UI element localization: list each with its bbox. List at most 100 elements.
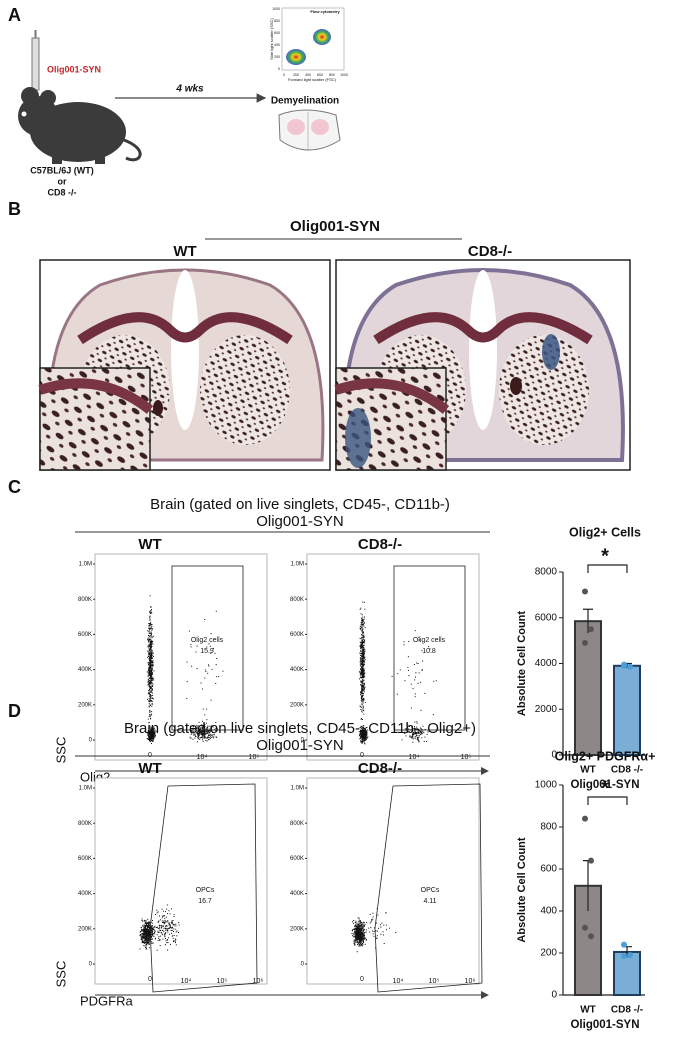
event-dot bbox=[177, 930, 178, 931]
event-dot bbox=[147, 630, 148, 631]
event-dot bbox=[360, 675, 361, 676]
event-dot bbox=[171, 933, 172, 934]
event-dot bbox=[363, 635, 364, 636]
event-dot bbox=[360, 655, 361, 656]
event-dot bbox=[149, 921, 150, 922]
event-dot bbox=[362, 644, 363, 645]
event-dot bbox=[356, 939, 357, 940]
event-dot bbox=[359, 934, 360, 935]
event-dot bbox=[150, 712, 151, 713]
event-dot bbox=[149, 698, 150, 699]
event-dot bbox=[166, 940, 167, 941]
event-dot bbox=[153, 670, 154, 671]
event-dot bbox=[359, 926, 360, 927]
inset-tick: 200 bbox=[274, 55, 280, 59]
event-dot bbox=[165, 930, 166, 931]
flow-x-tick: 10⁴ bbox=[393, 978, 404, 985]
event-dot bbox=[404, 641, 405, 642]
event-dot bbox=[363, 693, 364, 694]
event-dot bbox=[148, 690, 149, 691]
event-dot bbox=[145, 927, 146, 928]
event-dot bbox=[176, 944, 177, 945]
event-dot bbox=[411, 708, 412, 709]
event-dot bbox=[362, 712, 363, 713]
event-dot bbox=[166, 925, 167, 926]
event-dot bbox=[166, 921, 167, 922]
event-dot bbox=[352, 921, 353, 922]
event-dot bbox=[149, 700, 150, 701]
event-dot bbox=[362, 690, 363, 691]
flow-y-tick: 1.0M bbox=[79, 562, 92, 568]
event-dot bbox=[195, 652, 196, 653]
y-tick-label: 600 bbox=[540, 864, 557, 875]
event-dot bbox=[415, 630, 416, 631]
flow-y-tick: 600K bbox=[78, 856, 92, 862]
event-dot bbox=[170, 944, 171, 945]
event-dot bbox=[360, 664, 361, 665]
event-dot bbox=[397, 694, 398, 695]
event-dot bbox=[151, 626, 152, 627]
event-dot bbox=[145, 922, 146, 923]
event-dot bbox=[163, 911, 164, 912]
event-dot bbox=[359, 920, 360, 921]
event-dot bbox=[141, 939, 142, 940]
event-dot bbox=[208, 737, 209, 738]
event-dot bbox=[167, 940, 168, 941]
event-dot bbox=[201, 737, 202, 738]
data-point bbox=[588, 626, 594, 632]
event-dot bbox=[171, 927, 172, 928]
event-dot bbox=[167, 913, 168, 914]
event-dot bbox=[151, 624, 152, 625]
event-dot bbox=[152, 679, 153, 680]
event-dot bbox=[141, 929, 142, 930]
event-dot bbox=[172, 921, 173, 922]
event-dot bbox=[153, 653, 154, 654]
event-dot bbox=[363, 656, 364, 657]
event-dot bbox=[353, 943, 354, 944]
event-dot bbox=[163, 926, 164, 927]
event-dot bbox=[366, 738, 367, 739]
event-dot bbox=[359, 923, 360, 924]
event-dot bbox=[363, 620, 364, 621]
event-dot bbox=[360, 681, 361, 682]
event-dot bbox=[204, 678, 205, 679]
flow-x-tick: 10⁶ bbox=[253, 978, 264, 985]
event-dot bbox=[366, 739, 367, 740]
event-dot bbox=[140, 948, 141, 949]
event-dot bbox=[357, 938, 358, 939]
chart-title: Olig2+ PDGFRα+ bbox=[555, 749, 656, 763]
event-dot bbox=[144, 927, 145, 928]
event-dot bbox=[415, 672, 416, 673]
event-dot bbox=[362, 646, 363, 647]
event-dot bbox=[151, 680, 152, 681]
event-dot bbox=[151, 646, 152, 647]
event-dot bbox=[141, 927, 142, 928]
event-dot bbox=[363, 707, 364, 708]
event-dot bbox=[371, 920, 372, 921]
mouse-label: CD8 -/- bbox=[48, 187, 77, 197]
gate-value: 15.9 bbox=[200, 648, 214, 655]
event-dot bbox=[365, 659, 366, 660]
event-dot bbox=[380, 927, 381, 928]
inset-tick: 1000 bbox=[340, 73, 348, 77]
data-point bbox=[582, 925, 588, 931]
event-dot bbox=[151, 692, 152, 693]
event-dot bbox=[364, 645, 365, 646]
mouse-label: or bbox=[58, 176, 67, 186]
inset-tick: 0 bbox=[283, 73, 285, 77]
event-dot bbox=[378, 928, 379, 929]
event-dot bbox=[417, 739, 418, 740]
data-point bbox=[621, 942, 627, 948]
inset-tick: 1000 bbox=[272, 7, 280, 11]
significance: * bbox=[601, 545, 609, 567]
flow-y-tick: 400K bbox=[290, 667, 304, 673]
event-dot bbox=[191, 666, 192, 667]
event-dot bbox=[360, 937, 361, 938]
event-dot bbox=[147, 671, 148, 672]
event-dot bbox=[159, 932, 160, 933]
event-dot bbox=[149, 941, 150, 942]
event-dot bbox=[363, 940, 364, 941]
inset-x-label: Forward light scatter (FSC) bbox=[288, 77, 337, 82]
event-dot bbox=[411, 684, 412, 685]
event-dot bbox=[152, 629, 153, 630]
